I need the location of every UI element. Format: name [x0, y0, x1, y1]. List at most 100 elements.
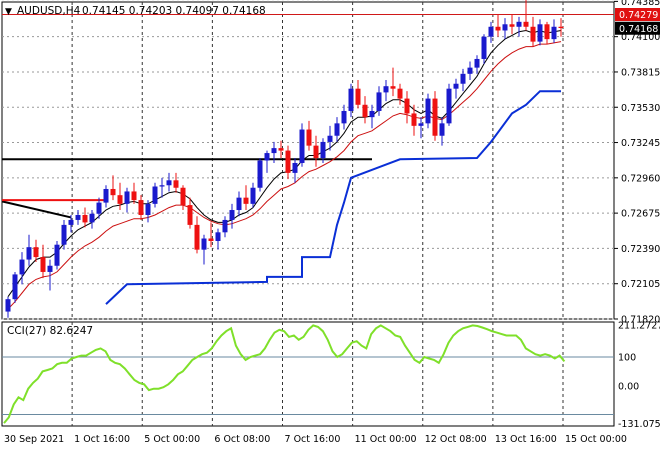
candle-body — [110, 188, 116, 196]
candle — [418, 117, 424, 139]
cci-series — [3, 324, 566, 424]
candle — [33, 239, 39, 263]
candle — [327, 125, 333, 151]
candle-body — [320, 141, 326, 159]
candle-body — [425, 98, 431, 124]
time-tick-label: 13 Oct 16:00 — [495, 434, 557, 445]
candle — [439, 117, 445, 146]
price-tick-label: 0.72675 — [621, 209, 660, 220]
candle — [124, 187, 130, 213]
candle-body — [117, 195, 123, 204]
candle-body — [383, 86, 389, 93]
candle-body — [467, 67, 473, 74]
candle-body — [194, 224, 200, 250]
overlay-lines — [1, 14, 614, 310]
candle-body — [369, 110, 375, 118]
candle — [250, 182, 256, 208]
candle — [341, 104, 347, 130]
candle-body — [285, 150, 291, 173]
candle-body — [257, 160, 263, 188]
candle — [103, 185, 109, 208]
candle — [523, 0, 529, 31]
price-tick-label: 0.72390 — [621, 244, 660, 255]
candle-body — [418, 123, 424, 126]
grid-lines — [2, 0, 614, 426]
time-tick-label: 5 Oct 00:00 — [144, 434, 200, 445]
candle-body — [474, 58, 480, 68]
cci-label: CCI(27) 82.6247 — [7, 325, 93, 337]
candle-body — [26, 247, 32, 260]
candle — [40, 244, 46, 279]
candle-body — [40, 257, 46, 272]
candle-body — [201, 238, 207, 250]
last-price-tag: 0.74168 — [615, 21, 660, 35]
candle — [75, 210, 81, 225]
candle-body — [33, 247, 39, 258]
candle — [334, 117, 340, 142]
candle — [271, 141, 277, 163]
candle — [369, 104, 375, 129]
candle-body — [439, 123, 445, 136]
candle-body — [509, 24, 515, 27]
candle — [292, 158, 298, 183]
candle — [488, 21, 494, 43]
candle — [222, 216, 228, 238]
candle-body — [180, 187, 186, 206]
candle-body — [229, 210, 235, 220]
candle-body — [166, 180, 172, 186]
candle — [432, 91, 438, 141]
candle-body — [145, 203, 151, 215]
candle — [530, 16, 536, 47]
main-plot-border — [1, 1, 615, 320]
time-tick-label: 11 Oct 00:00 — [355, 434, 417, 445]
cci-line — [3, 324, 566, 424]
last-price-tag-bg — [615, 21, 660, 35]
candle — [481, 34, 487, 64]
candle — [299, 123, 305, 167]
candle-body — [362, 104, 368, 118]
candle-body — [187, 205, 193, 225]
candle-body — [397, 88, 403, 99]
time-tick-label: 1 Oct 16:00 — [74, 434, 130, 445]
price-tick-label: 0.72105 — [621, 279, 660, 290]
candle-body — [348, 88, 354, 111]
candle-body — [96, 202, 102, 214]
symbol-label: AUDUSD,H4 — [17, 5, 81, 17]
fast-moving-average-line — [7, 29, 562, 297]
candle-body — [544, 24, 550, 40]
cci-tick-label: 100 — [618, 353, 636, 364]
price-tick-label: 0.74100 — [621, 32, 660, 43]
candle — [502, 18, 508, 40]
horizontal-level-line — [1, 200, 72, 219]
time-tick-label: 7 Oct 16:00 — [285, 434, 341, 445]
candle-body — [82, 214, 88, 223]
candle — [285, 145, 291, 180]
candle — [117, 182, 123, 211]
price-tick-label: 0.73530 — [621, 103, 660, 114]
candle — [537, 19, 543, 46]
candle — [544, 21, 550, 45]
candle — [215, 228, 221, 250]
candle — [509, 14, 515, 35]
candle — [229, 203, 235, 229]
candle — [26, 234, 32, 266]
candle — [467, 61, 473, 81]
candle-body — [54, 244, 60, 266]
candle-body — [292, 162, 298, 173]
chart-menu-triangle[interactable]: ▼ — [5, 7, 12, 17]
candle-body — [12, 274, 18, 300]
candle — [152, 182, 158, 208]
candle — [320, 138, 326, 163]
candle — [446, 83, 452, 126]
candle — [558, 18, 564, 37]
candle-body — [334, 123, 340, 136]
candle-body — [68, 219, 74, 225]
candle-body — [208, 238, 214, 241]
candle-body — [152, 186, 158, 204]
candle-body — [250, 187, 256, 204]
candle — [159, 177, 165, 198]
candle — [313, 135, 319, 167]
price-tick-label: 0.74385 — [621, 0, 660, 8]
candle — [453, 78, 459, 99]
